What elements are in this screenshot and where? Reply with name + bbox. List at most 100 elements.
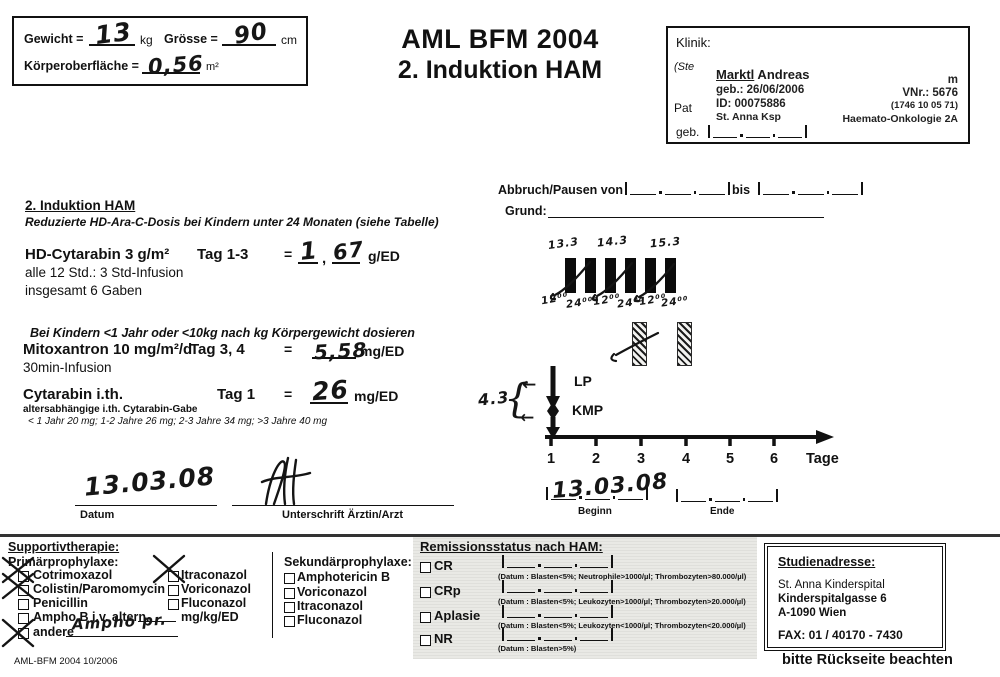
checkbox-cr[interactable] (420, 562, 431, 573)
protocol-subnote: Reduzierte HD-Ara-C-Dosis bei Kindern un… (25, 215, 439, 229)
cr-criteria: (Datum : Blasten<5%; Neutrophile>1000/µl… (498, 572, 747, 581)
abbruch-von-field[interactable] (625, 182, 731, 195)
cytarabin-ith-unit: mg/ED (354, 388, 399, 404)
patient-name: Marktl Andreas (716, 67, 810, 83)
ende-field[interactable] (676, 489, 779, 502)
grund-field[interactable] (548, 204, 824, 218)
hd-cytarabin-unit: g/ED (368, 248, 400, 264)
axis-tick-6: 6 (769, 451, 779, 467)
abbruch-bis-label: bis (732, 183, 751, 197)
patient-firstname: Andreas (754, 67, 810, 82)
hd-cytarabin-info2: insgesamt 6 Gaben (25, 283, 143, 298)
geb-date-field[interactable] (708, 125, 808, 138)
studienadresse-title: Studienadresse: (778, 555, 876, 569)
lp-label: LP (574, 373, 592, 389)
doctor-signature-handwritten (260, 456, 312, 506)
day-axis (545, 430, 834, 446)
x-mark-colistin (1, 572, 35, 600)
ampho-b-unit-label: mg/kg/ED (181, 610, 239, 624)
cytarabin-dose-bar-3 (605, 258, 616, 293)
klinik-box: Klinik: (Ste Pat Marktl Andreas geb.: 26… (666, 26, 970, 144)
checkbox-voriconazol-primaer[interactable] (168, 585, 179, 596)
cytarabin-ith-equals: = (284, 386, 293, 402)
cytarabin-ith-name: Cytarabin i.th. (23, 386, 124, 403)
label-cotrimoxazol: Cotrimoxazol (33, 568, 113, 582)
studienadresse-line1: St. Anna Kinderspital (778, 579, 885, 591)
ampho-b-dose-field[interactable] (138, 610, 176, 622)
label-colistin: Colistin/Paromomycin (33, 582, 165, 596)
ith-age-note-bold: altersabhängige i.th. Cytarabin-Gabe (23, 404, 198, 415)
bsa-field[interactable]: 0,56 (142, 51, 205, 79)
gewicht-label: Gewicht = (24, 32, 84, 46)
label-aplasie: Aplasie (434, 608, 481, 623)
datum-field[interactable] (75, 493, 217, 506)
label-itraconazol-sek: Itraconazol (297, 599, 363, 613)
kmp-label: KMP (572, 402, 604, 418)
checkbox-fluconazol-sek[interactable] (284, 616, 295, 627)
studienadresse-line2: Kinderspitalgasse 6 (778, 593, 887, 605)
groesse-label: Grösse = (164, 32, 218, 46)
grund-label: Grund: (505, 204, 547, 218)
crp-date-field[interactable] (502, 580, 614, 593)
groesse-value-handwritten: 90 (232, 18, 271, 50)
groesse-field[interactable]: 90 (222, 18, 276, 50)
dose-date-3-handwritten: 15.3 (649, 234, 682, 251)
gewicht-unit: kg (140, 33, 153, 47)
checkbox-penicillin[interactable] (18, 599, 29, 610)
form-title-line2: 2. Induktion HAM (397, 56, 603, 84)
x-mark-itraconazol (152, 554, 186, 584)
mitoxantron-dose-field[interactable]: 5,58 (312, 338, 368, 364)
hd-cytarabin-dose-frac-handwritten: 67 (331, 236, 366, 266)
hd-cytarabin-dose-int-field[interactable]: 1 (298, 236, 319, 266)
cytarabin-dose-bar-1 (565, 258, 576, 293)
ende-label: Ende (710, 506, 735, 517)
mitoxantron-unit: mg/ED (360, 343, 405, 359)
handwritten-checkmark-mitoxantron (610, 331, 660, 363)
nr-date-field[interactable] (502, 628, 614, 641)
kmp-marker-icon (546, 402, 560, 439)
label-voriconazol-primaer: Voriconazol (181, 582, 251, 596)
checkbox-amphotericin-b-sek[interactable] (284, 573, 295, 584)
checkbox-ampho-b[interactable] (18, 613, 29, 624)
patient-code: (1746 10 05 71) (890, 100, 958, 111)
checkbox-aplasie[interactable] (420, 612, 431, 623)
patient-sex: m (947, 74, 958, 86)
aplasie-date-field[interactable] (502, 605, 614, 618)
gewicht-value-handwritten: 13 (93, 16, 134, 51)
cytarabin-ith-dose-field[interactable]: 26 (310, 375, 350, 406)
dose-time-2-handwritten: 24⁰⁰ (565, 295, 595, 311)
andere-field[interactable] (66, 624, 178, 637)
remission-panel (413, 537, 757, 659)
cytarabin-dose-bar-4 (625, 258, 636, 293)
axis-tick-1: 1 (546, 451, 556, 467)
checkbox-nr[interactable] (420, 635, 431, 646)
label-andere: andere (33, 625, 74, 639)
axis-tick-3: 3 (636, 451, 646, 467)
pat-label: Pat (674, 101, 693, 115)
checkbox-itraconazol-sek[interactable] (284, 602, 295, 613)
supportivtherapie-title: Supportivtherapie: (8, 540, 120, 554)
dose-time-6-handwritten: 24⁰⁰ (660, 294, 690, 310)
beginn-field[interactable] (546, 487, 649, 500)
checkbox-voriconazol-sek[interactable] (284, 588, 295, 599)
gewicht-field[interactable]: 13 (89, 17, 135, 50)
label-fluconazol-primaer: Fluconazol (181, 596, 247, 610)
hd-cytarabin-equals: = (284, 246, 293, 262)
unterschrift-field[interactable] (232, 493, 454, 506)
patient-measurements-box: Gewicht = 13 kg Grösse = 90 cm Körperobe… (12, 16, 308, 86)
rueckseite-note: bitte Rückseite beachten (782, 652, 953, 668)
checkbox-fluconazol-primaer[interactable] (168, 599, 179, 610)
bsa-value-handwritten: 0,56 (147, 51, 205, 79)
hd-cytarabin-dose-frac-field[interactable]: 67 (331, 237, 365, 265)
abbruch-bis-field[interactable] (758, 182, 864, 195)
handwritten-brace: { (504, 376, 531, 422)
checkbox-crp[interactable] (420, 587, 431, 598)
axis-tick-5: 5 (725, 451, 735, 467)
cr-date-field[interactable] (502, 555, 614, 568)
axis-tick-2: 2 (591, 451, 601, 467)
bsa-label: Körperoberfläche = (24, 59, 139, 73)
label-ampho-b: Ampho B i.v. altern. (33, 610, 150, 624)
patient-birthdate: geb.: 26/06/2006 (716, 84, 805, 96)
sekundaerprophylaxe-title: Sekundärprophylaxe: (284, 555, 412, 569)
